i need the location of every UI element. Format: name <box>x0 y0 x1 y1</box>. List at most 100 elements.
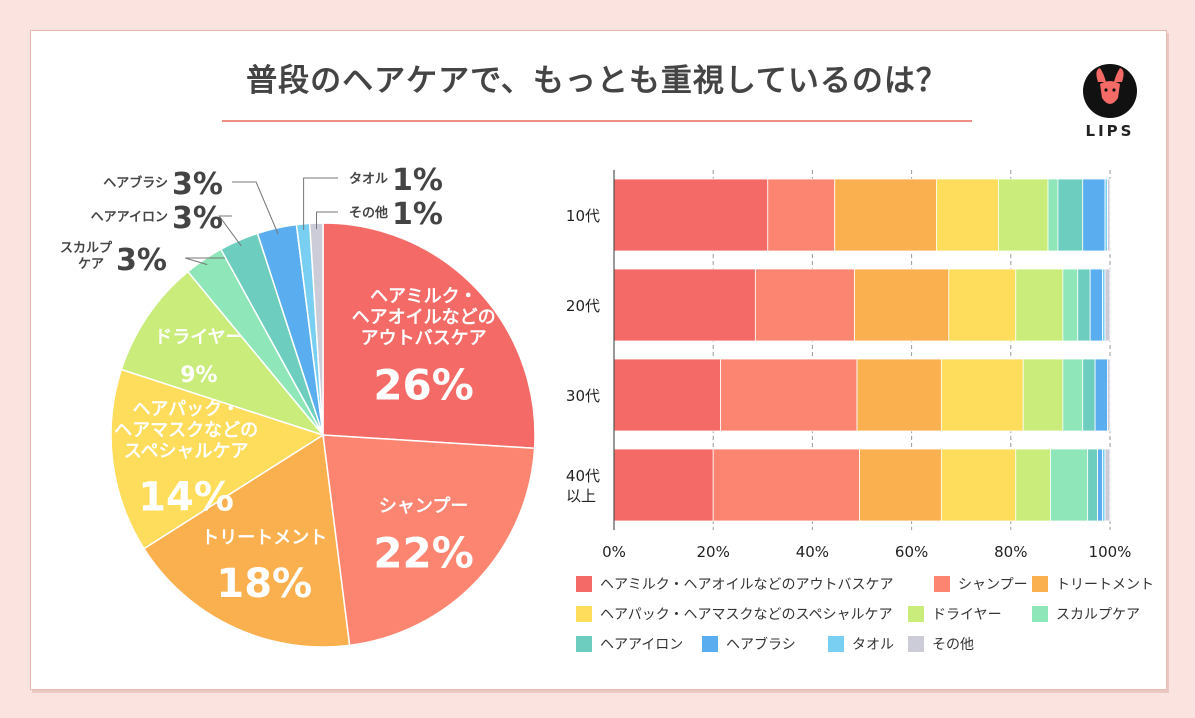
legend: ヘアミルク・ヘアオイルなどのアウトバスケア シャンプー トリートメントヘアパック・ヘ… <box>576 574 1156 664</box>
bar-segment-3-4 <box>1015 448 1051 522</box>
pie-leader-9 <box>316 211 338 230</box>
legend-swatch <box>828 636 844 652</box>
bar-segment-3-3 <box>940 448 1017 522</box>
bar-segment-3-7 <box>1097 448 1103 522</box>
bar-segment-2-2 <box>856 358 942 432</box>
pie-label-1: シャンプー <box>379 495 468 517</box>
legend-swatch <box>1032 606 1048 622</box>
pie-label-9: その他 <box>349 205 388 221</box>
bar-segment-0-6 <box>1057 178 1084 252</box>
bar-segment-2-7 <box>1094 358 1108 432</box>
pie-label-3: ヘアマスクなどの <box>114 420 258 441</box>
bar-segment-0-9 <box>1107 178 1111 252</box>
pie-label-8: タオル <box>349 172 388 187</box>
pie-label-0: アウトバスケア <box>361 328 487 349</box>
bar-segment-3-9 <box>1104 448 1111 522</box>
bar-segment-3-2 <box>859 448 942 522</box>
legend-label: ヘアアイロン <box>600 637 684 653</box>
pie-slice-3 <box>110 368 325 550</box>
bar-segment-2-1 <box>720 358 858 432</box>
bar-segment-3-1 <box>712 448 860 522</box>
pie-value-9: 1% <box>392 197 443 232</box>
legend-label: ヘアミルク・ヘアオイルなどのアウトバスケア <box>600 577 894 593</box>
bar-segment-2-3 <box>940 358 1024 432</box>
pie-leader-7 <box>232 181 279 235</box>
legend-item: ヘアアイロン <box>576 634 683 654</box>
bar-segment-0-7 <box>1082 178 1106 252</box>
y-category-label: 10代 <box>566 207 600 225</box>
pie-value-1: 22% <box>373 528 474 577</box>
pie-label-4: ドライヤー <box>154 327 243 348</box>
pie-value-6: 3% <box>172 201 223 236</box>
chart-title: 普段のヘアケアで、もっとも重視しているのは？ <box>246 63 948 99</box>
x-tick-label: 80% <box>994 543 1027 561</box>
bar-segment-0-5 <box>1047 178 1059 252</box>
x-tick-label: 40% <box>796 543 829 561</box>
pie-label-6: ヘアアイロン <box>91 210 168 225</box>
bar-segment-1-2 <box>854 268 950 342</box>
legend-label: ヘアブラシ <box>726 637 796 653</box>
logo-text: LIPS <box>1085 122 1135 140</box>
legend-item: ヘアブラシ <box>702 634 796 654</box>
bar-segment-2-0 <box>613 358 722 432</box>
legend-row: ヘアミルク・ヘアオイルなどのアウトバスケア シャンプー トリートメント <box>576 574 1156 604</box>
pie-label-7: ヘアブラシ <box>103 175 168 191</box>
bar-segment-1-5 <box>1062 268 1079 342</box>
legend-swatch <box>576 636 592 652</box>
y-category-label: 40代 <box>566 467 600 485</box>
bar-segment-2-4 <box>1022 358 1064 432</box>
bar-segment-3-5 <box>1050 448 1089 522</box>
y-category-label: 20代 <box>566 297 600 315</box>
bar-segment-1-3 <box>948 268 1017 342</box>
legend-label: その他 <box>932 637 974 653</box>
bar-segment-1-1 <box>754 268 855 342</box>
bar-segment-2-6 <box>1082 358 1096 432</box>
bar-segment-1-6 <box>1077 268 1091 342</box>
x-tick-label: 100% <box>1089 543 1132 561</box>
legend-item: トリートメント <box>1032 574 1154 594</box>
legend-swatch <box>908 606 924 622</box>
pie-value-0: 26% <box>373 360 474 409</box>
deer-face-icon <box>1083 64 1137 118</box>
pie-label-0: ヘアミルク・ <box>370 286 477 307</box>
bar-segment-3-0 <box>613 448 714 522</box>
bar-segment-1-9 <box>1104 268 1111 342</box>
legend-label: タオル <box>852 637 894 653</box>
legend-row: ヘアパック・ヘアマスクなどのスペシャルケア ドライヤー スカルプケア <box>576 604 1156 634</box>
pie-value-2: 18% <box>216 561 312 607</box>
pie-label-2: トリートメント <box>201 527 327 548</box>
pie-value-7: 3% <box>172 167 223 202</box>
legend-swatch <box>1032 576 1048 592</box>
bar-segment-1-0 <box>613 268 756 342</box>
x-tick-label: 0% <box>602 543 626 561</box>
pie-chart: ヘアミルク・ヘアオイルなどのアウトバスケア 26% シャンプー 22% トリートメント 1… <box>60 163 536 648</box>
y-category-label: 以上 <box>566 487 596 505</box>
title-underline <box>222 120 972 122</box>
pie-slice-2 <box>142 433 351 648</box>
pie-label-5: ケア <box>78 257 104 272</box>
legend-item: スカルプケア <box>1032 604 1140 624</box>
pie-leader-6 <box>218 215 242 247</box>
legend-swatch <box>702 636 718 652</box>
legend-label: スカルプケア <box>1056 607 1140 623</box>
legend-swatch <box>908 636 924 652</box>
legend-swatch <box>934 576 950 592</box>
pie-slice-0 <box>322 222 536 450</box>
legend-label: トリートメント <box>1056 577 1154 593</box>
bar-segment-0-4 <box>998 178 1049 252</box>
pie-label-5: スカルプ <box>60 241 113 256</box>
bar-segment-0-0 <box>613 178 769 252</box>
pie-value-8: 1% <box>392 163 443 198</box>
pie-value-4: 9% <box>180 363 217 388</box>
legend-item: シャンプー <box>934 574 1028 594</box>
x-tick-label: 20% <box>697 543 730 561</box>
pie-leader-8 <box>303 177 338 230</box>
bar-segment-1-7 <box>1089 268 1103 342</box>
pie-slice-1 <box>322 434 536 647</box>
bar-segment-0-3 <box>936 178 999 252</box>
pie-value-3: 14% <box>138 475 234 521</box>
legend-swatch <box>576 606 592 622</box>
legend-label: ヘアパック・ヘアマスクなどのスペシャルケア <box>600 607 893 623</box>
bar-segment-1-4 <box>1015 268 1064 342</box>
legend-row: ヘアアイロン ヘアブラシ タオル その他 <box>576 634 1156 664</box>
